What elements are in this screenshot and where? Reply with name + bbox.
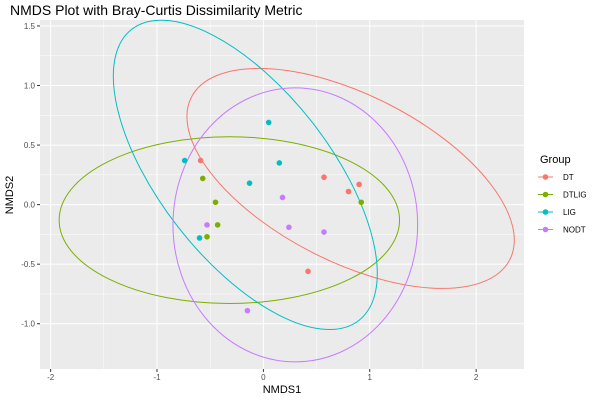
x-tick-label: -1 — [153, 373, 161, 382]
point-dtlig — [204, 233, 210, 240]
point-dt — [197, 157, 204, 164]
plot-panel — [40, 20, 524, 369]
point-nodt — [279, 194, 286, 201]
chart-title: NMDS Plot with Bray-Curtis Dissimilarity… — [10, 2, 302, 18]
ellipse-dt — [186, 67, 515, 289]
y-axis: 1.5 1.0 0.5 0.0 -0.5 -1.0 — [21, 22, 40, 329]
y-tick-label: 0.5 — [24, 141, 36, 150]
legend-label-dt: DT — [563, 173, 574, 182]
legend-key-point-dt — [542, 174, 549, 180]
ellipse-lig — [112, 19, 378, 330]
group-ellipses — [58, 19, 515, 363]
point-lig — [246, 180, 253, 186]
point-dtlig — [358, 199, 365, 206]
point-dt — [305, 268, 311, 275]
ellipse-dtlig — [58, 136, 401, 304]
y-tick-label: 1.5 — [24, 22, 36, 31]
point-lig — [276, 160, 283, 166]
x-tick-label: 1 — [368, 373, 373, 382]
point-nodt — [244, 307, 251, 314]
data-points — [181, 119, 365, 314]
point-dt — [321, 174, 327, 181]
point-lig — [196, 235, 203, 241]
y-tick-label: -1.0 — [21, 320, 35, 329]
point-dtlig — [212, 199, 219, 206]
y-tick-label: 1.0 — [24, 82, 36, 91]
x-tick-label: -2 — [47, 373, 55, 382]
y-axis-label: NMDS2 — [4, 176, 16, 215]
x-axis-label: NMDS1 — [263, 384, 302, 396]
y-tick-label: -0.5 — [21, 260, 35, 269]
y-tick-label: 0.0 — [24, 201, 36, 210]
point-nodt — [286, 224, 292, 231]
point-dt — [356, 181, 362, 188]
legend-label-nodt: NODT — [563, 226, 586, 235]
legend: Group DT DTLIG LIG NODT — [538, 154, 587, 235]
point-dtlig — [199, 175, 206, 182]
point-dtlig — [214, 222, 221, 228]
legend-label-lig: LIG — [563, 208, 576, 217]
point-dt — [345, 188, 352, 195]
point-lig — [265, 119, 272, 126]
x-axis: -2 -1 0 1 2 — [47, 369, 479, 382]
point-nodt — [204, 222, 210, 228]
point-lig — [181, 157, 188, 164]
x-tick-label: 2 — [474, 373, 479, 382]
legend-label-dtlig: DTLIG — [563, 191, 587, 200]
major-gridlines — [40, 20, 524, 369]
legend-title: Group — [540, 154, 571, 166]
ellipse-nodt — [172, 87, 419, 363]
minor-gridlines — [40, 20, 524, 369]
x-tick-label: 0 — [261, 373, 266, 382]
legend-key-point-nodt — [542, 226, 549, 233]
legend-key-point-dtlig — [542, 191, 549, 198]
legend-key-point-lig — [542, 209, 549, 215]
point-nodt — [321, 229, 327, 235]
